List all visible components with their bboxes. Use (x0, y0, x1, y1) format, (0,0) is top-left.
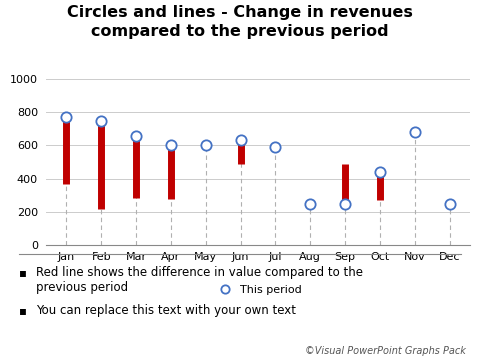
Legend: This period: This period (210, 280, 306, 299)
Point (445, 201, 453, 207)
Point (341, 201, 349, 207)
Text: ©Visual PowerPoint Graphs Pack: ©Visual PowerPoint Graphs Pack (305, 346, 466, 356)
Point (272, 144, 279, 150)
Point (411, 129, 419, 135)
Text: ▪: ▪ (19, 304, 27, 317)
Point (306, 201, 314, 207)
Text: You can replace this text with your own text: You can replace this text with your own … (36, 304, 296, 317)
Text: Circles and lines - Change in revenues
compared to the previous period: Circles and lines - Change in revenues c… (67, 5, 413, 39)
Point (376, 169, 384, 175)
Text: ▪: ▪ (19, 266, 27, 279)
Point (132, 132, 140, 138)
Point (97, 118, 105, 123)
Point (237, 138, 244, 143)
Text: Red line shows the difference in value compared to the
previous period: Red line shows the difference in value c… (36, 266, 363, 294)
Point (63, 114, 71, 120)
Point (202, 143, 210, 148)
Point (167, 143, 175, 148)
